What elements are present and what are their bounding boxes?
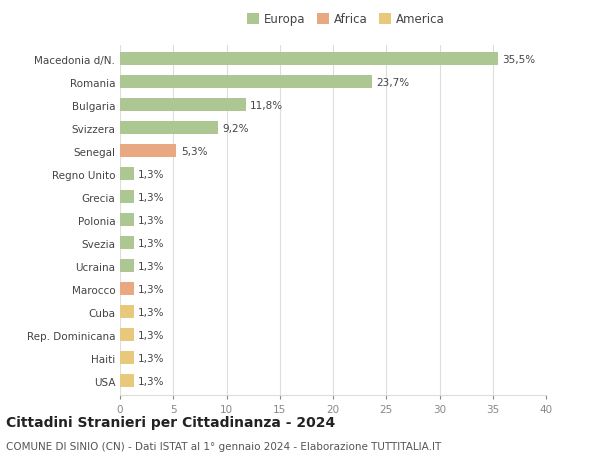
Bar — [120, 306, 134, 319]
Text: 1,3%: 1,3% — [138, 284, 164, 294]
Text: 1,3%: 1,3% — [138, 238, 164, 248]
Text: 1,3%: 1,3% — [138, 353, 164, 363]
Bar — [120, 53, 498, 66]
Text: 1,3%: 1,3% — [138, 307, 164, 317]
Text: 35,5%: 35,5% — [502, 55, 535, 65]
Bar — [120, 214, 134, 227]
Text: 1,3%: 1,3% — [138, 261, 164, 271]
Bar — [120, 122, 218, 135]
Bar — [120, 329, 134, 341]
Text: 5,3%: 5,3% — [181, 146, 207, 157]
Bar — [120, 352, 134, 364]
Text: Cittadini Stranieri per Cittadinanza - 2024: Cittadini Stranieri per Cittadinanza - 2… — [6, 415, 335, 429]
Text: 11,8%: 11,8% — [250, 101, 283, 111]
Text: 1,3%: 1,3% — [138, 330, 164, 340]
Bar — [120, 191, 134, 204]
Legend: Europa, Africa, America: Europa, Africa, America — [247, 13, 445, 26]
Bar — [120, 76, 373, 89]
Bar — [120, 145, 176, 158]
Text: 1,3%: 1,3% — [138, 215, 164, 225]
Bar — [120, 99, 245, 112]
Text: 9,2%: 9,2% — [222, 123, 249, 134]
Bar — [120, 260, 134, 273]
Bar — [120, 168, 134, 181]
Text: 23,7%: 23,7% — [377, 78, 410, 88]
Text: 1,3%: 1,3% — [138, 192, 164, 202]
Text: COMUNE DI SINIO (CN) - Dati ISTAT al 1° gennaio 2024 - Elaborazione TUTTITALIA.I: COMUNE DI SINIO (CN) - Dati ISTAT al 1° … — [6, 441, 441, 451]
Bar — [120, 237, 134, 250]
Bar — [120, 375, 134, 387]
Text: 1,3%: 1,3% — [138, 376, 164, 386]
Text: 1,3%: 1,3% — [138, 169, 164, 179]
Bar — [120, 283, 134, 296]
